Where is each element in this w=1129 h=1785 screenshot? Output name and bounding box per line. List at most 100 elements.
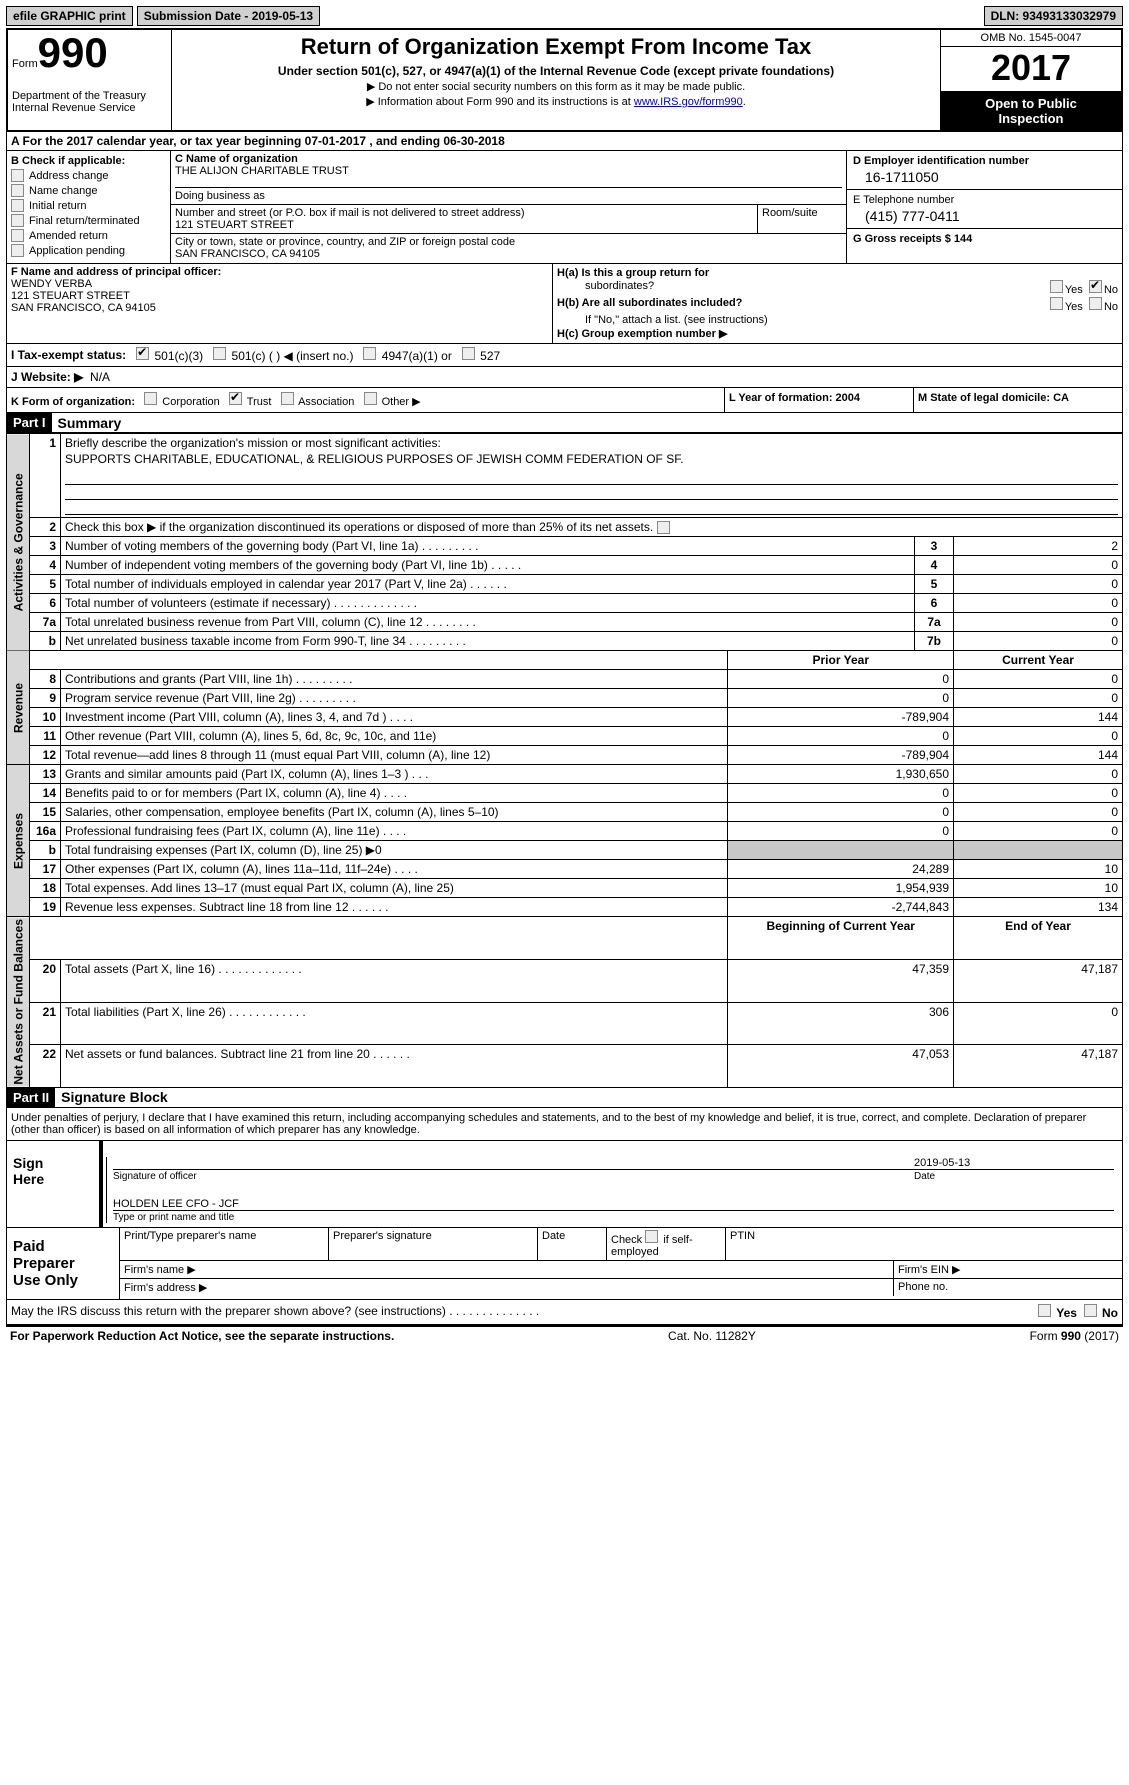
officer-name: WENDY VERBA <box>11 278 548 290</box>
sig-date: 2019-05-13 <box>914 1157 1114 1169</box>
ssn-notice: ▶ Do not enter social security numbers o… <box>182 80 930 93</box>
summary-table: Activities & Governance 1 Briefly descri… <box>6 433 1123 1088</box>
firm-name-label: Firm's name ▶ <box>120 1261 894 1278</box>
check-applicable: B Check if applicable: <box>11 155 166 167</box>
final-return-checkbox[interactable] <box>11 214 24 227</box>
line15-current: 0 <box>954 803 1123 822</box>
line17-prior: 24,289 <box>728 860 954 879</box>
address-change-checkbox[interactable] <box>11 169 24 182</box>
city-value: SAN FRANCISCO, CA 94105 <box>175 248 320 260</box>
ha-yes-checkbox[interactable] <box>1050 280 1063 293</box>
line16a-current: 0 <box>954 822 1123 841</box>
line8-prior: 0 <box>728 670 954 689</box>
sig-officer-label: Signature of officer <box>113 1171 914 1182</box>
irs-link[interactable]: www.IRS.gov/form990 <box>634 96 743 108</box>
officer-name-title: HOLDEN LEE CFO - JCF <box>113 1198 914 1210</box>
527-checkbox[interactable] <box>462 347 475 360</box>
street-value: 121 STEUART STREET <box>175 219 294 231</box>
hb-yes-checkbox[interactable] <box>1050 297 1063 310</box>
line19-current: 134 <box>954 898 1123 917</box>
line15-prior: 0 <box>728 803 954 822</box>
org-name-label: C Name of organization <box>175 153 298 165</box>
begin-year-header: Beginning of Current Year <box>728 917 954 960</box>
cat-number: Cat. No. 11282Y <box>668 1329 756 1343</box>
self-employed-checkbox[interactable] <box>645 1230 658 1243</box>
501c3-checkbox[interactable] <box>136 347 149 360</box>
line5-value: 0 <box>954 575 1123 594</box>
year-formation: L Year of formation: 2004 <box>729 392 860 404</box>
hb-no-checkbox[interactable] <box>1089 297 1102 310</box>
firm-phone-label: Phone no. <box>894 1279 1122 1296</box>
discuss-yes-checkbox[interactable] <box>1038 1304 1051 1317</box>
application-pending-checkbox[interactable] <box>11 244 24 257</box>
ptin-label: PTIN <box>726 1228 1122 1260</box>
footer: For Paperwork Reduction Act Notice, see … <box>6 1325 1123 1345</box>
other-checkbox[interactable] <box>364 392 377 405</box>
phone-value: (415) 777-0411 <box>853 208 1116 224</box>
self-employed-label: Check if self-employed <box>607 1228 726 1260</box>
officer-city: SAN FRANCISCO, CA 94105 <box>11 302 548 314</box>
4947-checkbox[interactable] <box>363 347 376 360</box>
section-f: F Name and address of principal officer:… <box>7 264 553 343</box>
line10-prior: -789,904 <box>728 708 954 727</box>
line20-end: 47,187 <box>954 959 1123 1002</box>
current-year-header: Current Year <box>954 651 1123 670</box>
form-title: Return of Organization Exempt From Incom… <box>182 34 930 60</box>
line13-current: 0 <box>954 765 1123 784</box>
state-domicile: M State of legal domicile: CA <box>918 392 1069 404</box>
room-suite-label: Room/suite <box>758 205 846 233</box>
phone-label: E Telephone number <box>853 194 1116 206</box>
line19-prior: -2,744,843 <box>728 898 954 917</box>
ha-no-checkbox[interactable] <box>1089 280 1102 293</box>
501c-checkbox[interactable] <box>213 347 226 360</box>
omb-number: OMB No. 1545-0047 <box>941 30 1121 47</box>
perjury-text: Under penalties of perjury, I declare th… <box>7 1108 1122 1140</box>
firm-ein-label: Firm's EIN ▶ <box>894 1261 1122 1278</box>
discontinued-checkbox[interactable] <box>657 521 670 534</box>
end-year-header: End of Year <box>954 917 1123 960</box>
corporation-checkbox[interactable] <box>144 392 157 405</box>
form-number: 990 <box>38 29 108 76</box>
line12-current: 144 <box>954 746 1123 765</box>
line4-value: 0 <box>954 556 1123 575</box>
line16b-gray2 <box>954 841 1123 860</box>
form-footer: Form 990 (2017) <box>1030 1329 1119 1343</box>
type-name-label: Type or print name and title <box>113 1212 1114 1223</box>
firm-address-label: Firm's address ▶ <box>120 1279 894 1296</box>
section-a: A For the 2017 calendar year, or tax yea… <box>6 132 1123 151</box>
sign-here-label: SignHere <box>7 1141 100 1227</box>
initial-return-checkbox[interactable] <box>11 199 24 212</box>
street-label: Number and street (or P.O. box if mail i… <box>175 207 525 219</box>
trust-checkbox[interactable] <box>229 392 242 405</box>
city-label: City or town, state or province, country… <box>175 236 515 248</box>
name-change-checkbox[interactable] <box>11 184 24 197</box>
org-name: THE ALIJON CHARITABLE TRUST <box>175 165 349 177</box>
amended-return-checkbox[interactable] <box>11 229 24 242</box>
form-label: Form <box>12 58 38 70</box>
line7a-value: 0 <box>954 613 1123 632</box>
section-b: B Check if applicable: Address change Na… <box>7 151 171 263</box>
prep-date-label: Date <box>538 1228 607 1260</box>
paperwork-notice: For Paperwork Reduction Act Notice, see … <box>10 1329 394 1343</box>
discuss-row: May the IRS discuss this return with the… <box>6 1300 1123 1325</box>
line13-prior: 1,930,650 <box>728 765 954 784</box>
line6-value: 0 <box>954 594 1123 613</box>
form-header: Form990 Department of the Treasury Inter… <box>6 28 1123 132</box>
line9-prior: 0 <box>728 689 954 708</box>
section-j: J Website: ▶ N/A <box>6 367 1123 388</box>
revenue-tab: Revenue <box>7 651 30 765</box>
line16b-gray <box>728 841 954 860</box>
line3-value: 2 <box>954 537 1123 556</box>
association-checkbox[interactable] <box>281 392 294 405</box>
part2-header: Part II <box>7 1088 55 1107</box>
discuss-no-checkbox[interactable] <box>1084 1304 1097 1317</box>
line22-begin: 47,053 <box>728 1045 954 1088</box>
efile-button[interactable]: efile GRAPHIC print <box>6 6 133 26</box>
line21-begin: 306 <box>728 1002 954 1045</box>
officer-street: 121 STEUART STREET <box>11 290 548 302</box>
signature-block: Under penalties of perjury, I declare th… <box>6 1108 1123 1228</box>
gross-receipts: G Gross receipts $ 144 <box>853 233 1116 245</box>
part1-header: Part I <box>7 413 52 432</box>
governance-tab: Activities & Governance <box>7 434 30 651</box>
dept-treasury: Department of the Treasury <box>12 90 167 102</box>
